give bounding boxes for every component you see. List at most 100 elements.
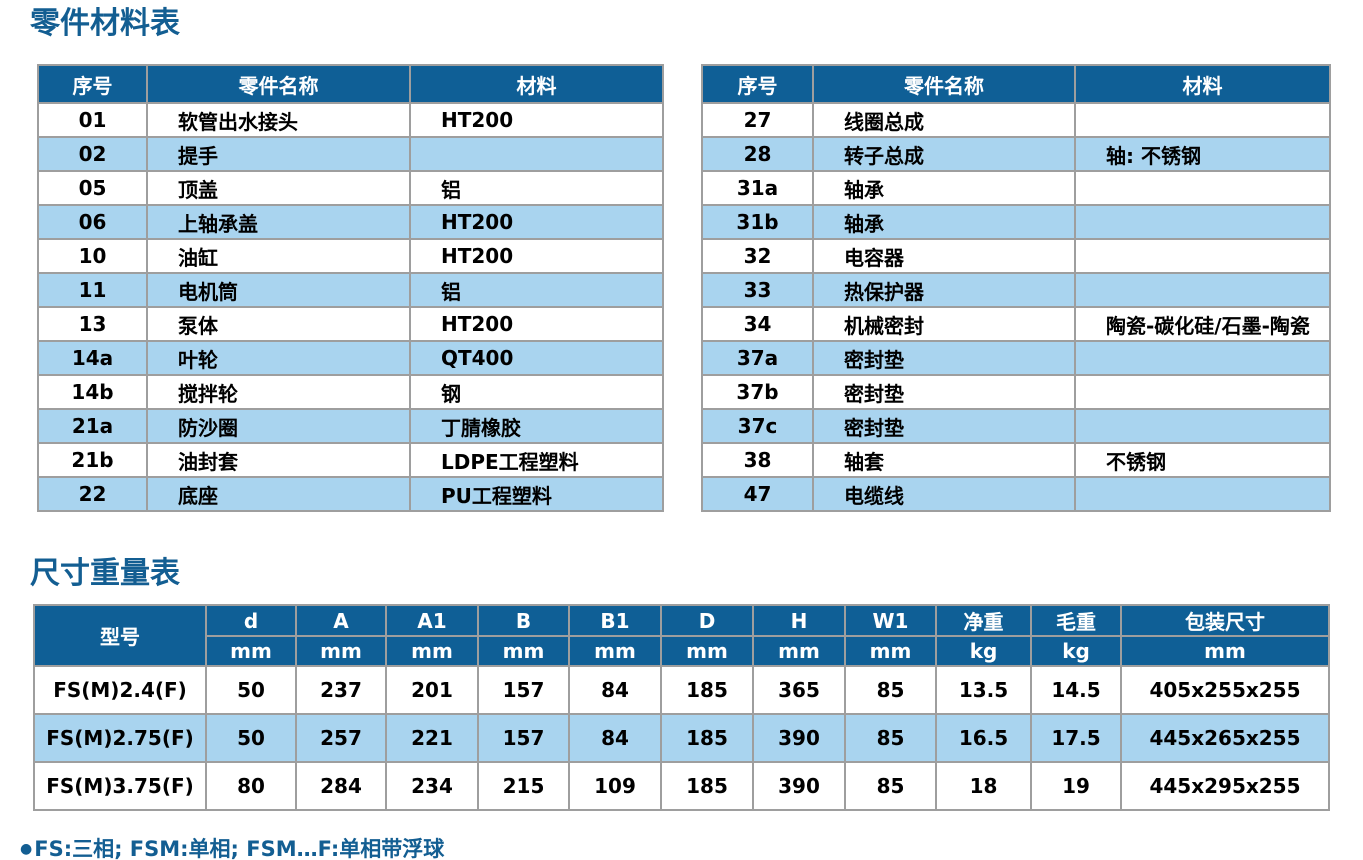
dims-row: FS(M)3.75(F) 80 284 234 215 109 185 390 85 18 19 44… [33, 761, 1330, 811]
part-number-cell: 31b [701, 204, 814, 240]
part-number-cell: 32 [701, 238, 814, 274]
part-material-cell [1074, 476, 1331, 512]
part-number-cell: 22 [37, 476, 148, 512]
dimensions-table-body: FS(M)2.4(F) 50 237 201 157 84 185 365 85 13.5 14.5… [33, 665, 1330, 811]
dims-col-unit-cell: kg [1030, 635, 1122, 667]
dims-value-cell: 445x295x255 [1120, 761, 1330, 811]
dimensions-table-header: 型号 d A A1 B B1 D H W1 净重 毛重 包装尺寸 mm mm mm mm mm mm mm mm kg k… [33, 604, 1330, 667]
dims-col-unit-cell: mm [660, 635, 754, 667]
dims-col-unit-cell: mm [844, 635, 937, 667]
part-material-cell: 钢 [409, 374, 664, 410]
parts-table-right-body: 27 线圈总成 28 转子总成 轴: 不锈钢 31a 轴承 31b 轴承 32 电容器 33 热保护器 3… [701, 102, 1331, 512]
dims-value-cell: 84 [568, 665, 662, 715]
dims-col-label-cell: A1 [385, 604, 479, 637]
part-number-cell: 21b [37, 442, 148, 478]
parts-row: 32 电容器 [701, 238, 1331, 274]
part-name-cell: 机械密封 [812, 306, 1076, 342]
dims-value-cell: 284 [295, 761, 387, 811]
dims-value-cell: 445x265x255 [1120, 713, 1330, 763]
dims-col-unit-cell: mm [385, 635, 479, 667]
dims-value-cell: 16.5 [935, 713, 1032, 763]
parts-row: 27 线圈总成 [701, 102, 1331, 138]
part-number-cell: 14b [37, 374, 148, 410]
part-material-cell: 陶瓷-碳化硅/石墨-陶瓷 [1074, 306, 1331, 342]
dims-col-label-cell: H [752, 604, 846, 637]
part-name-cell: 叶轮 [146, 340, 411, 376]
part-name-cell: 轴承 [812, 204, 1076, 240]
dims-value-cell: 185 [660, 665, 754, 715]
model-header-cell: 型号 [33, 604, 207, 667]
dims-header-label-row: 型号 d A A1 B B1 D H W1 净重 毛重 包装尺寸 [33, 604, 1330, 667]
part-material-cell [1074, 408, 1331, 444]
part-material-cell: HT200 [409, 102, 664, 138]
dims-value-cell: 201 [385, 665, 479, 715]
part-material-cell: LDPE工程塑料 [409, 442, 664, 478]
dims-value-cell: 237 [295, 665, 387, 715]
part-number-cell: 37b [701, 374, 814, 410]
dims-value-cell: 405x255x255 [1120, 665, 1330, 715]
part-number-cell: 14a [37, 340, 148, 376]
dims-value-cell: 13.5 [935, 665, 1032, 715]
dims-value-cell: 365 [752, 665, 846, 715]
dims-col-label-cell: 包装尺寸 [1120, 604, 1330, 637]
part-name-cell: 轴承 [812, 170, 1076, 206]
part-name-cell: 热保护器 [812, 272, 1076, 308]
parts-table-left-header: 序号 零件名称 材料 [37, 64, 664, 104]
dims-value-cell: 257 [295, 713, 387, 763]
dims-col-label-cell: W1 [844, 604, 937, 637]
part-material-cell: HT200 [409, 238, 664, 274]
part-material-cell [1074, 374, 1331, 410]
dims-value-cell: 19 [1030, 761, 1122, 811]
dims-row: FS(M)2.4(F) 50 237 201 157 84 185 365 85 13.5 14.5… [33, 665, 1330, 715]
header-row: 序号 零件名称 材料 [37, 64, 664, 104]
part-number-cell: 06 [37, 204, 148, 240]
parts-table-title: 零件材料表 [30, 6, 180, 41]
col-header-number: 序号 [37, 64, 148, 104]
part-name-cell: 转子总成 [812, 136, 1076, 172]
dims-value-cell: 80 [205, 761, 297, 811]
parts-row: 37c 密封垫 [701, 408, 1331, 444]
part-material-cell: 不锈钢 [1074, 442, 1331, 478]
dims-value-cell: 109 [568, 761, 662, 811]
parts-row: 31a 轴承 [701, 170, 1331, 206]
parts-row: 33 热保护器 [701, 272, 1331, 308]
dims-col-label-cell: A [295, 604, 387, 637]
dims-value-cell: 85 [844, 665, 937, 715]
dims-value-cell: 85 [844, 761, 937, 811]
parts-row: 14a 叶轮 QT400 [37, 340, 664, 376]
part-number-cell: 33 [701, 272, 814, 308]
part-number-cell: 37c [701, 408, 814, 444]
parts-row: 37b 密封垫 [701, 374, 1331, 410]
parts-row: 34 机械密封 陶瓷-碳化硅/石墨-陶瓷 [701, 306, 1331, 342]
parts-row: 22 底座 PU工程塑料 [37, 476, 664, 512]
parts-row: 11 电机筒铝 [37, 272, 664, 308]
bullet-icon: ● [20, 841, 33, 857]
part-name-cell: 电机筒 [146, 272, 411, 308]
part-name-cell: 上轴承盖 [146, 204, 411, 240]
dimensions-weight-table: 型号 d A A1 B B1 D H W1 净重 毛重 包装尺寸 mm mm mm mm mm mm mm mm kg k… [33, 604, 1330, 811]
part-material-cell: 丁腈橡胶 [409, 408, 664, 444]
part-name-cell: 防沙圈 [146, 408, 411, 444]
part-material-cell [1074, 238, 1331, 274]
part-name-cell: 密封垫 [812, 408, 1076, 444]
part-number-cell: 47 [701, 476, 814, 512]
part-number-cell: 21a [37, 408, 148, 444]
dims-col-label-cell: B [477, 604, 570, 637]
part-name-cell: 顶盖 [146, 170, 411, 206]
parts-row: 21a 防沙圈 丁腈橡胶 [37, 408, 664, 444]
dims-col-unit-cell: kg [935, 635, 1032, 667]
col-header-number: 序号 [701, 64, 814, 104]
parts-row: 06 上轴承盖 HT200 [37, 204, 664, 240]
parts-row: 47 电缆线 [701, 476, 1331, 512]
parts-row: 14b 搅拌轮钢 [37, 374, 664, 410]
part-material-cell: PU工程塑料 [409, 476, 664, 512]
part-number-cell: 27 [701, 102, 814, 138]
part-number-cell: 28 [701, 136, 814, 172]
part-name-cell: 底座 [146, 476, 411, 512]
dims-value-cell: 234 [385, 761, 479, 811]
dims-value-cell: 17.5 [1030, 713, 1122, 763]
parts-row: 31b 轴承 [701, 204, 1331, 240]
dims-row: FS(M)2.75(F) 50 257 221 157 84 185 390 85 16.5 17.… [33, 713, 1330, 763]
part-material-cell: HT200 [409, 306, 664, 342]
part-material-cell: 铝 [409, 170, 664, 206]
